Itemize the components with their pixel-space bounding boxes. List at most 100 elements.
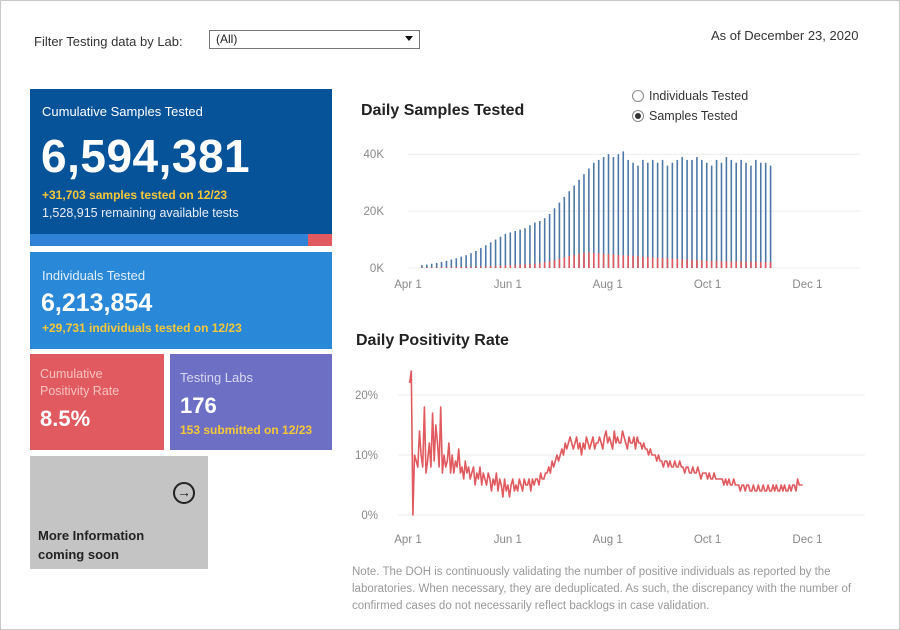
positive-bar — [612, 254, 615, 268]
daily-samples-title: Daily Samples Tested — [361, 102, 525, 119]
positive-bar — [529, 264, 531, 268]
positive-bar — [563, 257, 566, 268]
positive-bar — [475, 266, 477, 268]
sample-bar — [691, 159, 693, 268]
positive-bar — [514, 264, 517, 268]
radio-button[interactable] — [632, 90, 644, 102]
sample-bar — [435, 262, 438, 268]
positive-bar — [656, 257, 659, 268]
sample-bar — [475, 250, 477, 268]
sample-bar — [637, 165, 639, 268]
sample-bar — [696, 157, 698, 268]
sample-bar — [578, 179, 580, 268]
positive-bar — [607, 254, 610, 268]
positive-bar — [494, 266, 497, 268]
sample-bar — [632, 162, 634, 268]
sample-bar — [592, 162, 595, 268]
as-of-date: As of December 23, 2020 — [711, 28, 859, 43]
y-tick-label: 20% — [355, 390, 378, 402]
sample-bar — [548, 213, 551, 268]
sample-bar — [553, 208, 556, 268]
individuals-tested-title: Individuals Tested — [42, 268, 146, 283]
sample-bar — [607, 154, 610, 268]
sample-bar — [666, 165, 669, 268]
cumulative-samples-title: Cumulative Samples Tested — [42, 104, 203, 119]
positive-bar — [705, 260, 708, 268]
sample-bar — [426, 264, 428, 268]
positivity-rate-value: 8.5% — [40, 406, 91, 431]
lab-filter-select[interactable]: (All) — [209, 30, 420, 49]
chevron-down-icon[interactable] — [405, 36, 413, 41]
testing-labs-title: Testing Labs — [180, 370, 253, 385]
radio-button-selected[interactable] — [632, 110, 644, 122]
sample-bar — [504, 233, 507, 268]
positive-bar — [745, 261, 747, 268]
positive-bar — [730, 261, 733, 268]
y-tick-label: 20K — [364, 206, 385, 218]
positivity-line — [408, 370, 803, 516]
positive-bar — [592, 252, 595, 268]
more-information-card[interactable]: → More Information coming soon — [30, 456, 208, 569]
positive-bar — [735, 261, 738, 268]
positive-bar — [519, 264, 521, 268]
positive-bar — [661, 258, 664, 268]
sample-bar — [705, 162, 708, 268]
positive-bar — [480, 266, 482, 268]
positive-bar — [769, 262, 772, 268]
daily-positivity-chart: 0% 10% 20% Apr 1 Jun 1 Aug 1 Oct 1 Dec 1 — [355, 370, 865, 546]
sample-bar — [588, 168, 590, 268]
radio-label: Individuals Tested — [649, 89, 749, 103]
sample-bar — [573, 185, 575, 268]
sample-bar — [651, 159, 654, 268]
positive-bar — [440, 267, 443, 268]
positivity-rate-card: Cumulative Positivity Rate 8.5% — [30, 354, 164, 450]
sample-bar — [720, 162, 723, 268]
testing-labs-card: Testing Labs 176 153 submitted on 12/23 — [170, 354, 332, 450]
samples-tested-today: +31,703 samples tested on 12/23 — [42, 188, 228, 202]
sample-bar — [656, 162, 659, 268]
positive-bar — [455, 267, 458, 268]
sample-bar — [617, 154, 620, 268]
positive-bar — [460, 266, 462, 268]
positive-bar — [450, 267, 453, 268]
individuals-tested-card: Individuals Tested 6,213,854 +29,731 ind… — [30, 252, 332, 349]
radio-label: Samples Tested — [649, 109, 738, 123]
sample-bar — [460, 256, 462, 268]
positive-bar — [681, 259, 683, 268]
x-tick-label: Jun 1 — [494, 534, 522, 546]
sample-bar — [494, 239, 497, 268]
x-tick-label: Oct 1 — [694, 534, 721, 546]
sample-bar — [759, 162, 762, 268]
positive-bar — [622, 255, 625, 268]
sample-bar — [583, 174, 585, 268]
positive-bar — [720, 261, 723, 268]
positive-bar — [691, 259, 693, 268]
sample-bar — [597, 159, 600, 268]
positive-bar — [642, 256, 644, 268]
positive-bar — [489, 266, 492, 268]
sample-bar — [627, 159, 629, 268]
positive-bar — [583, 252, 585, 268]
x-tick-label: Dec 1 — [792, 534, 822, 546]
individuals-tested-today: +29,731 individuals tested on 12/23 — [42, 321, 242, 335]
arrow-right-circle-icon[interactable]: → — [173, 482, 195, 504]
radio-samples-tested[interactable]: Samples Tested — [632, 106, 748, 126]
positive-bar — [764, 262, 767, 268]
sample-bar — [440, 262, 443, 268]
positive-bar — [578, 253, 580, 268]
positive-bar — [573, 254, 575, 268]
positive-bar — [445, 267, 448, 268]
y-tick-label: 10% — [355, 450, 378, 462]
sample-bar — [484, 245, 487, 268]
sample-bar — [735, 162, 738, 268]
daily-positivity-title: Daily Positivity Rate — [356, 332, 509, 349]
positive-bar — [465, 266, 467, 268]
positive-bar — [637, 256, 639, 268]
positive-bar — [499, 265, 502, 268]
radio-individuals-tested[interactable]: Individuals Tested — [632, 86, 748, 106]
x-tick-label: Apr 1 — [394, 279, 422, 291]
positive-bar — [617, 254, 620, 268]
sample-bar — [499, 236, 502, 268]
x-tick-label: Apr 1 — [394, 534, 422, 546]
sample-bar — [568, 191, 571, 268]
